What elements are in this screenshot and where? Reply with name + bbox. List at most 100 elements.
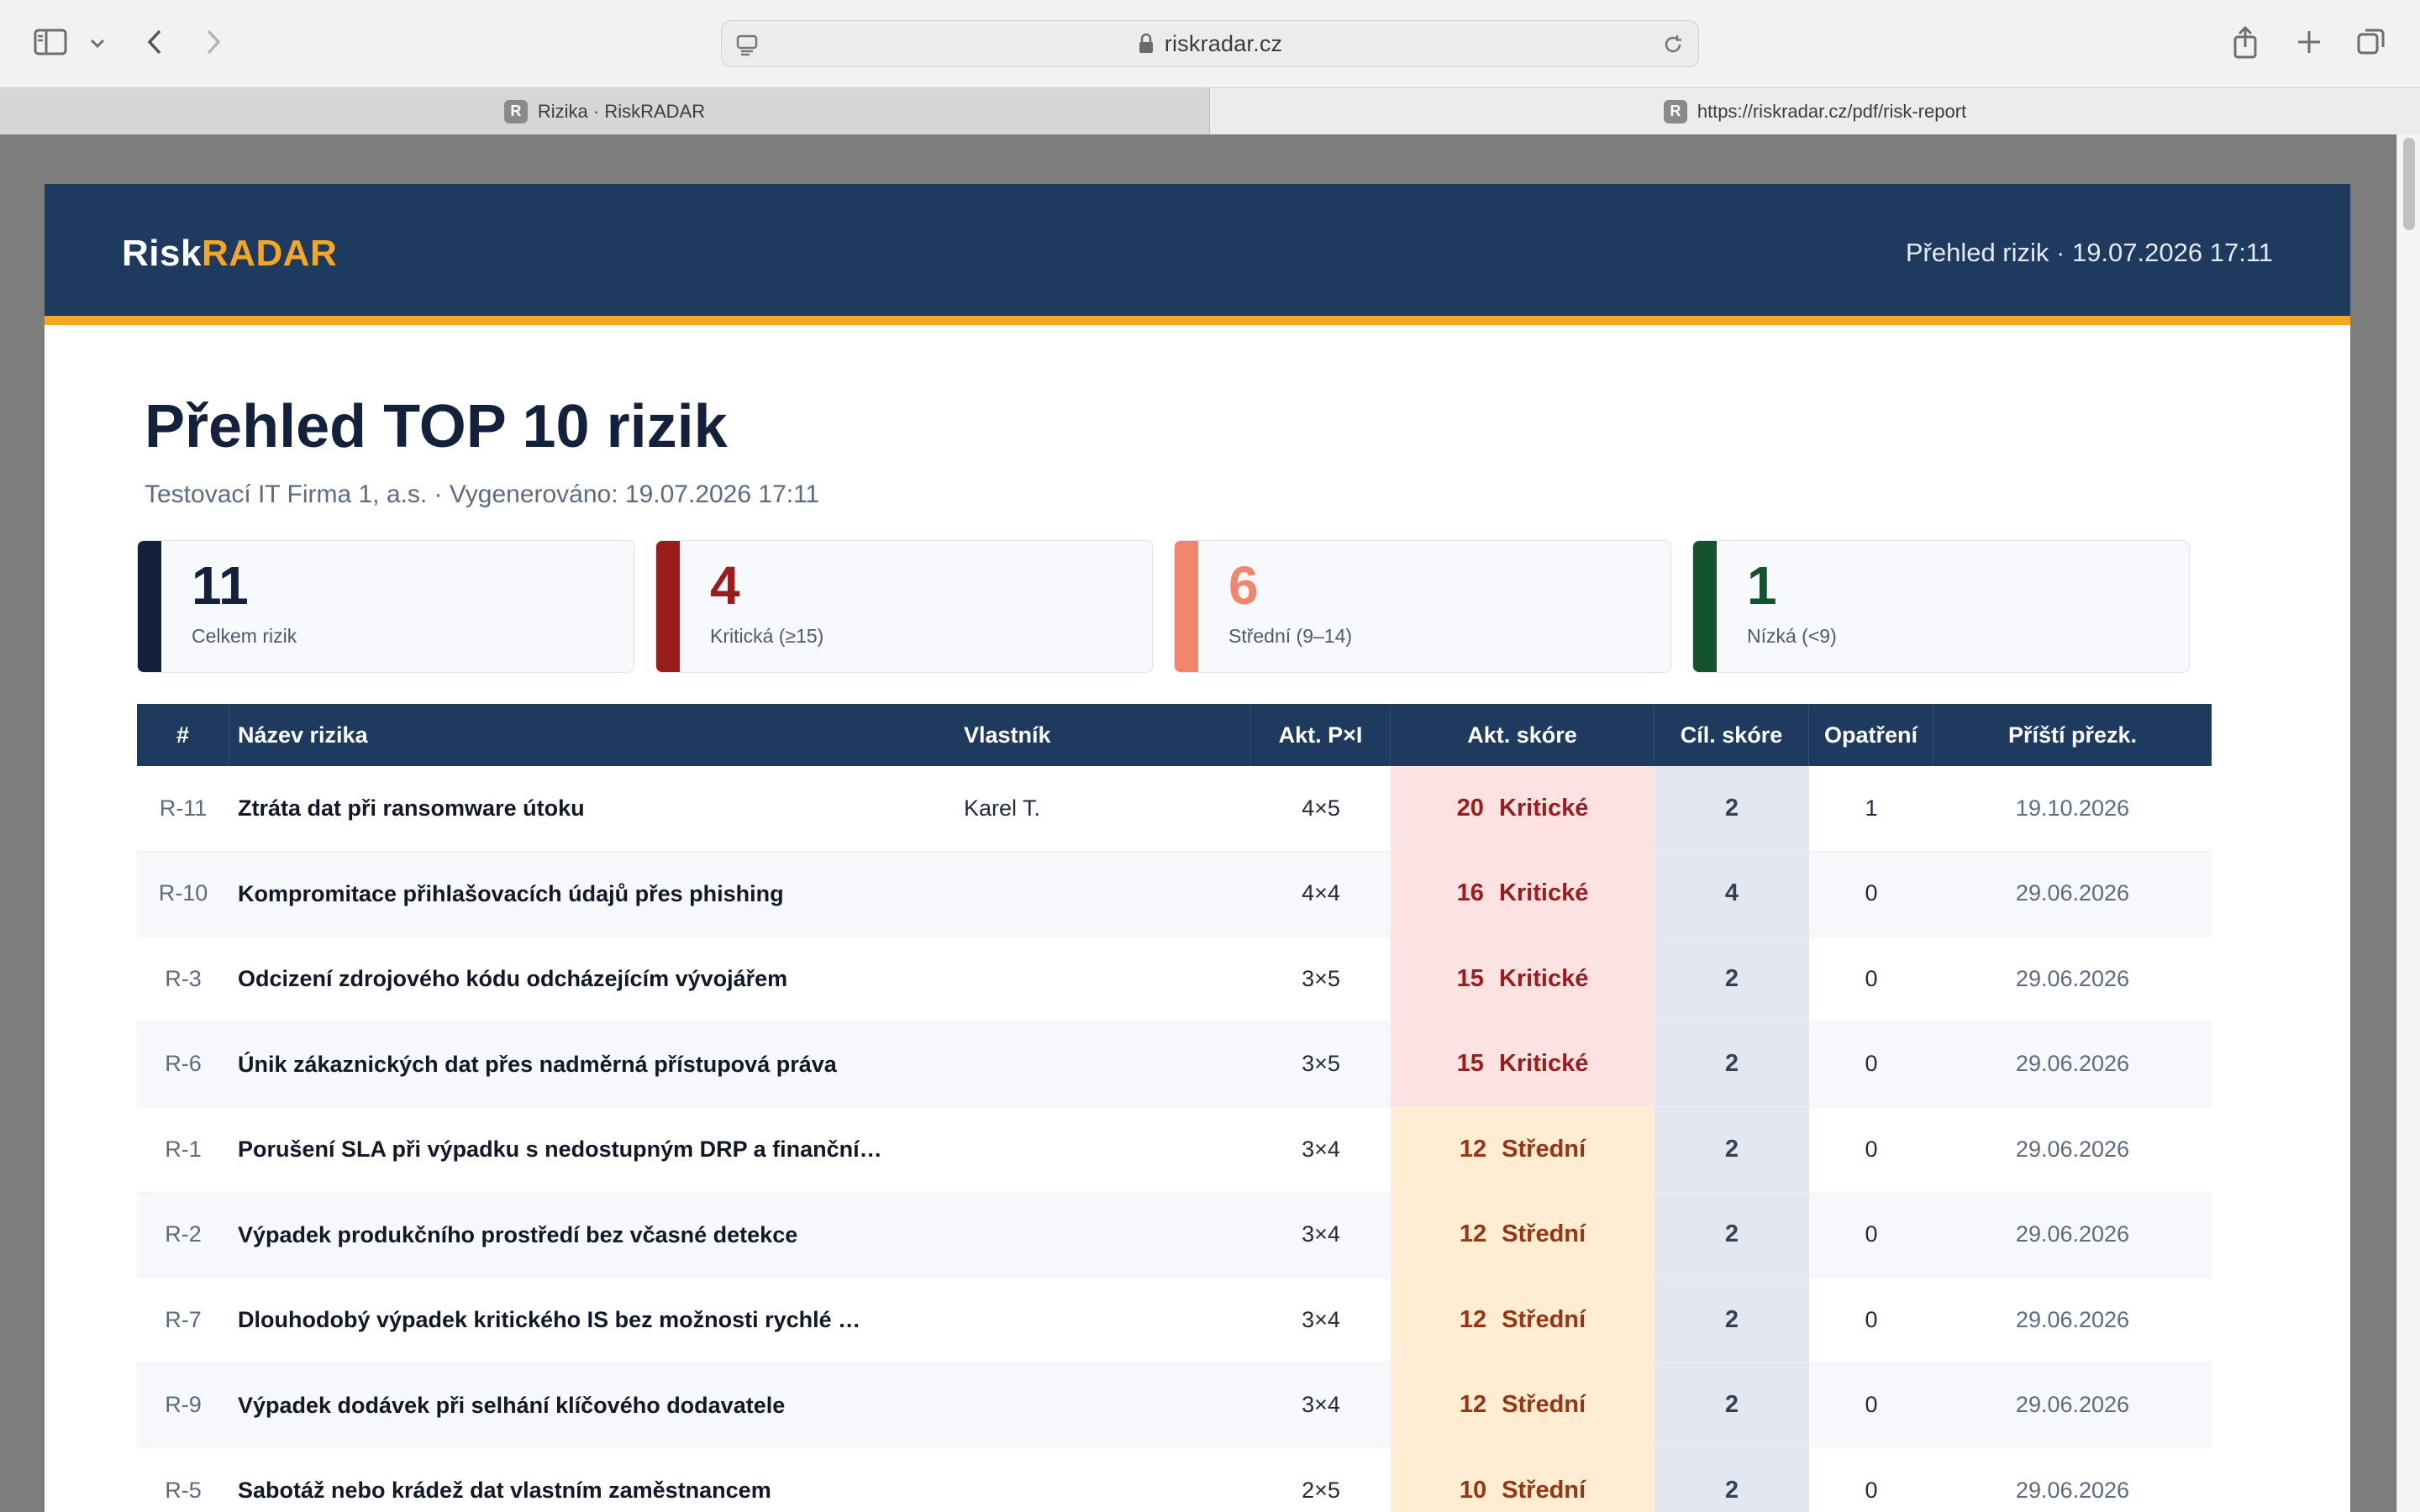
row-name: Odcizení zdrojového kódu odcházejícím vý… <box>238 966 788 991</box>
row-id: R-2 <box>165 1221 202 1247</box>
tab-label: https://riskradar.cz/pdf/risk-report <box>1697 100 1967 122</box>
score-value: 15 <box>1456 964 1484 992</box>
pdf-viewport: RiskRADAR Přehled rizik · 19.07.2026 17:… <box>0 134 2420 1512</box>
score-value: 16 <box>1456 879 1484 907</box>
page-subtitle: Testovací IT Firma 1, a.s. · Vygenerován… <box>145 480 820 508</box>
row-pi: 3×4 <box>1302 1221 1340 1247</box>
row-review: 29.06.2026 <box>2015 965 2130 991</box>
tab-rizika[interactable]: R Rizika · RiskRADAR <box>0 88 1210 134</box>
row-score: 15 Kritické <box>1391 1021 1655 1106</box>
row-name: Dlouhodobý výpadek kritického IS bez mož… <box>238 1307 861 1332</box>
new-tab-icon[interactable] <box>2292 25 2326 59</box>
kpi-value: 11 <box>192 555 249 616</box>
kpi-card: 11 Celkem rizik <box>137 540 634 673</box>
table-row: R-7 Dlouhodobý výpadek kritického IS bez … <box>137 1278 2212 1363</box>
forward-icon[interactable] <box>198 25 229 59</box>
score-value: 12 <box>1459 1305 1487 1333</box>
report-header: RiskRADAR Přehled rizik · 19.07.2026 17:… <box>45 184 2350 325</box>
score-level: Kritické <box>1498 964 1589 992</box>
row-target: 2 <box>1655 1192 1809 1277</box>
table-row: R-6 Únik zákaznických dat přes nadměrná p… <box>137 1021 2212 1107</box>
row-target: 2 <box>1655 1362 1809 1447</box>
kpi-value: 4 <box>710 555 740 616</box>
row-review: 29.06.2026 <box>2015 1306 2130 1332</box>
page-menu-icon[interactable] <box>734 31 760 58</box>
row-pi: 3×4 <box>1302 1306 1340 1332</box>
kpi-accent-bar <box>1693 541 1717 672</box>
col-score: Akt. skóre <box>1391 704 1655 766</box>
row-owner <box>964 852 1251 937</box>
score-level: Střední <box>1502 1221 1586 1248</box>
table-header: # Název rizika Vlastník Akt. P×I Akt. sk… <box>137 704 2212 766</box>
row-target: 2 <box>1655 1107 1809 1192</box>
browser-toolbar: riskradar.cz <box>0 0 2420 87</box>
row-review: 29.06.2026 <box>2015 880 2130 906</box>
kpi-label: Celkem rizik <box>192 625 297 647</box>
row-score: 10 Střední <box>1391 1448 1655 1512</box>
url-text: riskradar.cz <box>1164 30 1283 56</box>
kpi-accent-bar <box>1175 541 1198 672</box>
sidebar-toggle-icon[interactable] <box>32 27 69 57</box>
chevron-down-icon[interactable] <box>87 34 108 54</box>
score-value: 12 <box>1459 1391 1487 1419</box>
score-value: 20 <box>1456 794 1484 822</box>
logo-part-radar: RADAR <box>201 233 338 274</box>
tab-overview-icon[interactable] <box>2354 25 2388 59</box>
score-level: Střední <box>1502 1391 1586 1419</box>
logo-part-risk: Risk <box>122 233 202 274</box>
row-pi: 3×4 <box>1302 1392 1340 1418</box>
row-target: 2 <box>1655 1021 1809 1106</box>
kpi-accent-bar <box>138 541 161 672</box>
score-level: Střední <box>1502 1135 1586 1163</box>
row-pi: 4×4 <box>1302 880 1340 906</box>
address-bar[interactable]: riskradar.cz <box>721 20 1699 67</box>
row-review: 19.10.2026 <box>2015 795 2130 821</box>
score-value: 12 <box>1459 1221 1487 1248</box>
score-level: Kritické <box>1498 794 1589 822</box>
row-id: R-11 <box>159 795 208 821</box>
row-owner <box>964 1448 1251 1512</box>
lock-icon <box>1138 33 1155 55</box>
report-page: RiskRADAR Přehled rizik · 19.07.2026 17:… <box>45 184 2350 1512</box>
row-id: R-7 <box>165 1306 202 1332</box>
score-level: Kritické <box>1498 1050 1589 1078</box>
risk-table: # Název rizika Vlastník Akt. P×I Akt. sk… <box>137 704 2212 1512</box>
row-target: 2 <box>1655 1448 1809 1512</box>
row-name: Sabotáž nebo krádež dat vlastním zaměstn… <box>238 1478 771 1503</box>
row-name: Kompromitace přihlašovacích údajů přes p… <box>238 880 784 906</box>
share-icon[interactable] <box>2228 24 2262 60</box>
row-pi: 2×5 <box>1302 1477 1340 1503</box>
tab-bar: R Rizika · RiskRADAR R https://riskradar… <box>0 87 2420 134</box>
row-review: 29.06.2026 <box>2015 1392 2130 1418</box>
row-measures: 0 <box>1865 1306 1878 1332</box>
row-measures: 0 <box>1865 1392 1878 1418</box>
reload-icon[interactable] <box>1660 31 1686 58</box>
row-measures: 0 <box>1865 965 1878 991</box>
tab-pdf-report[interactable]: R https://riskradar.cz/pdf/risk-report <box>1210 88 2420 134</box>
score-level: Střední <box>1502 1476 1586 1504</box>
row-id: R-5 <box>165 1477 202 1503</box>
scrollbar-thumb[interactable] <box>2403 138 2415 230</box>
row-score: 12 Střední <box>1391 1278 1655 1362</box>
table-row: R-11 Ztráta dat při ransomware útoku Karel… <box>137 766 2212 852</box>
row-measures: 0 <box>1865 880 1878 906</box>
kpi-card: 6 Střední (9–14) <box>1174 540 1671 673</box>
score-level: Kritické <box>1498 879 1589 907</box>
favicon-icon: R <box>1663 99 1687 123</box>
table-row: R-1 Porušení SLA při výpadku s nedostupný… <box>137 1107 2212 1193</box>
table-body: R-11 Ztráta dat při ransomware útoku Karel… <box>137 766 2212 1512</box>
tab-label: Rizika · RiskRADAR <box>537 100 706 122</box>
row-measures: 0 <box>1865 1221 1878 1247</box>
row-name: Ztráta dat při ransomware útoku <box>238 795 585 821</box>
row-measures: 0 <box>1865 1477 1878 1503</box>
col-pi: Akt. P×I <box>1251 704 1391 766</box>
header-meta: Přehled rizik · 19.07.2026 17:11 <box>1905 238 2273 267</box>
scrollbar[interactable] <box>2396 134 2420 1512</box>
row-owner: Karel T. <box>964 795 1041 821</box>
col-name: Název rizika <box>238 722 368 748</box>
row-name: Výpadek produkčního prostředí bez včasné… <box>238 1221 798 1247</box>
kpi-label: Střední (9–14) <box>1228 625 1353 647</box>
kpi-value: 6 <box>1228 555 1259 616</box>
row-id: R-9 <box>165 1392 202 1418</box>
back-icon[interactable] <box>139 25 170 59</box>
